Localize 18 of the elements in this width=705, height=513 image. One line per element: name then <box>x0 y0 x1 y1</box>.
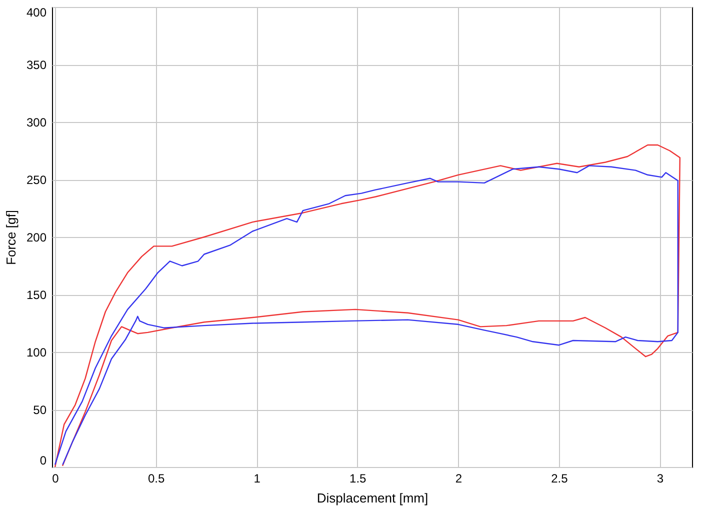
y-tick-label: 350 <box>26 58 47 72</box>
y-tick-label: 250 <box>26 173 47 187</box>
y-axis-title: Force [gf] <box>3 210 18 265</box>
x-tick-label: 1 <box>254 472 261 486</box>
y-tick-label: 0 <box>40 454 47 468</box>
y-tick-label: 200 <box>26 230 47 244</box>
y-tick-label: 300 <box>26 116 47 130</box>
x-tick-label: 3 <box>656 472 664 486</box>
y-tick-label: 100 <box>26 346 47 360</box>
x-axis-title: Displacement [mm] <box>316 490 428 506</box>
x-tick-label: 2 <box>455 472 462 486</box>
x-tick-label: 2.5 <box>551 472 568 486</box>
y-tick-label: 150 <box>26 288 47 302</box>
x-tick-label: 1.5 <box>350 472 367 486</box>
y-tick-label: 400 <box>26 6 47 20</box>
x-tick-label: 0 <box>52 472 60 486</box>
x-tick-label: 0.5 <box>148 472 165 486</box>
y-tick-label: 50 <box>33 403 47 417</box>
